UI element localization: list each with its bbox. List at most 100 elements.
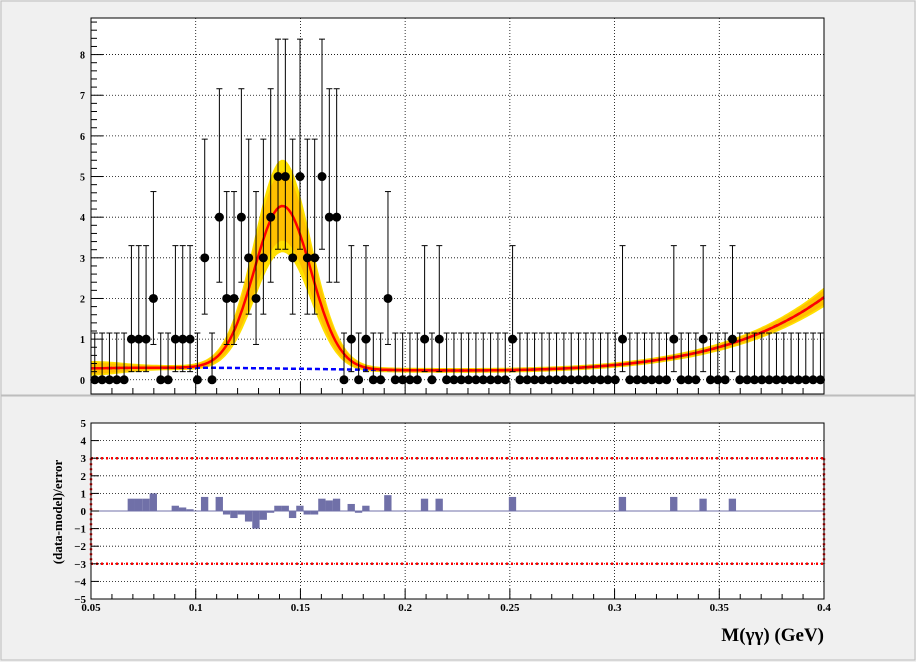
data-point <box>544 375 554 385</box>
pull-xtick-label: 0.35 <box>710 602 730 614</box>
data-point <box>420 334 430 344</box>
data-point <box>464 375 474 385</box>
data-point <box>266 212 276 222</box>
main-ytick-label: 1 <box>80 335 85 346</box>
data-point <box>112 375 122 385</box>
pull-xtick-label: 0.4 <box>817 602 831 614</box>
pull-bar <box>384 495 392 511</box>
pull-xtick-label: 0.15 <box>291 602 311 614</box>
pull-xtick-label: 0.1 <box>189 602 203 614</box>
data-point <box>793 375 803 385</box>
data-point <box>771 375 781 385</box>
pull-ytick-label: 0 <box>81 506 87 518</box>
pull-ytick-label: 2 <box>81 471 87 483</box>
pull-bar <box>699 498 707 511</box>
data-point <box>442 375 452 385</box>
data-point <box>412 375 422 385</box>
data-point <box>126 334 136 344</box>
data-point <box>530 375 540 385</box>
pull-bar <box>134 498 143 511</box>
data-point <box>749 375 759 385</box>
data-point <box>141 334 151 344</box>
main-frame <box>91 18 824 394</box>
data-point <box>434 334 444 344</box>
pull-bar <box>318 498 326 511</box>
pull-xtick-label: 0.25 <box>500 602 520 614</box>
data-point <box>610 375 620 385</box>
pull-bar <box>127 498 135 511</box>
data-point <box>346 334 356 344</box>
data-point <box>720 375 730 385</box>
data-point <box>317 172 327 182</box>
data-point <box>662 375 672 385</box>
data-point <box>654 375 664 385</box>
data-point <box>405 375 415 385</box>
data-point <box>727 334 737 344</box>
data-point <box>280 172 290 182</box>
pull-xtick-label: 0.2 <box>398 602 412 614</box>
data-point <box>500 375 510 385</box>
data-point <box>383 293 393 303</box>
data-point <box>625 375 635 385</box>
data-point <box>222 293 232 303</box>
data-point <box>757 375 767 385</box>
data-point <box>640 375 650 385</box>
data-point <box>156 375 166 385</box>
main-ytick-label: 2 <box>80 294 85 305</box>
data-point <box>552 375 562 385</box>
axes: 0 1 2 3 4 5 6 7 8 −5 −4 −3 −2 −1 0 1 2 3 4 5 0.05 0.1 0.15 0.2 0… <box>74 21 831 614</box>
pull-bar <box>274 505 282 511</box>
data-point <box>515 375 525 385</box>
pull-bar <box>186 509 194 511</box>
data-point <box>478 375 488 385</box>
pull-bar <box>230 511 238 519</box>
pull-bar <box>354 511 363 513</box>
data-point <box>236 212 246 222</box>
data-point <box>258 253 268 263</box>
data-point <box>354 375 364 385</box>
pull-bar <box>200 496 209 511</box>
pull-xtick-label: 0.3 <box>608 602 622 614</box>
data-point <box>449 375 459 385</box>
pull-bar <box>296 505 304 511</box>
data-point <box>537 375 547 385</box>
data-point <box>801 375 811 385</box>
main-ytick-label: 0 <box>80 376 85 387</box>
main-ytick-label: 5 <box>80 173 85 184</box>
pull-bar <box>508 496 517 511</box>
pull-bar <box>303 511 311 515</box>
pull-bar <box>310 511 319 515</box>
data-point <box>815 375 825 385</box>
pull-ytick-label: 1 <box>81 488 87 500</box>
data-point <box>368 375 378 385</box>
data-point <box>508 334 518 344</box>
pull-bar <box>420 498 429 511</box>
pull-bar <box>244 511 253 522</box>
data-point <box>486 375 496 385</box>
data-point <box>691 375 701 385</box>
pull-bar <box>618 496 627 511</box>
data-point <box>310 253 320 263</box>
data-point <box>596 375 606 385</box>
pull-bar <box>171 505 179 511</box>
data-point <box>148 293 158 303</box>
data-point <box>456 375 466 385</box>
main-ytick-label: 4 <box>80 213 85 224</box>
data-point <box>170 334 180 344</box>
main-plot <box>90 38 825 385</box>
data-point <box>764 375 774 385</box>
pull-ytick-label: −4 <box>74 576 86 588</box>
pull-ytick-label: 5 <box>81 418 87 430</box>
pull-ytick-label: −5 <box>74 594 86 606</box>
pull-ytick-label: −2 <box>74 541 86 553</box>
pull-bar <box>259 511 267 520</box>
data-point <box>295 172 305 182</box>
data-point <box>427 375 437 385</box>
data-point <box>683 375 693 385</box>
data-point <box>104 375 114 385</box>
data-point <box>119 375 129 385</box>
data-point <box>581 375 591 385</box>
main-ytick-label: 8 <box>80 51 85 62</box>
pull-bar <box>178 507 187 511</box>
